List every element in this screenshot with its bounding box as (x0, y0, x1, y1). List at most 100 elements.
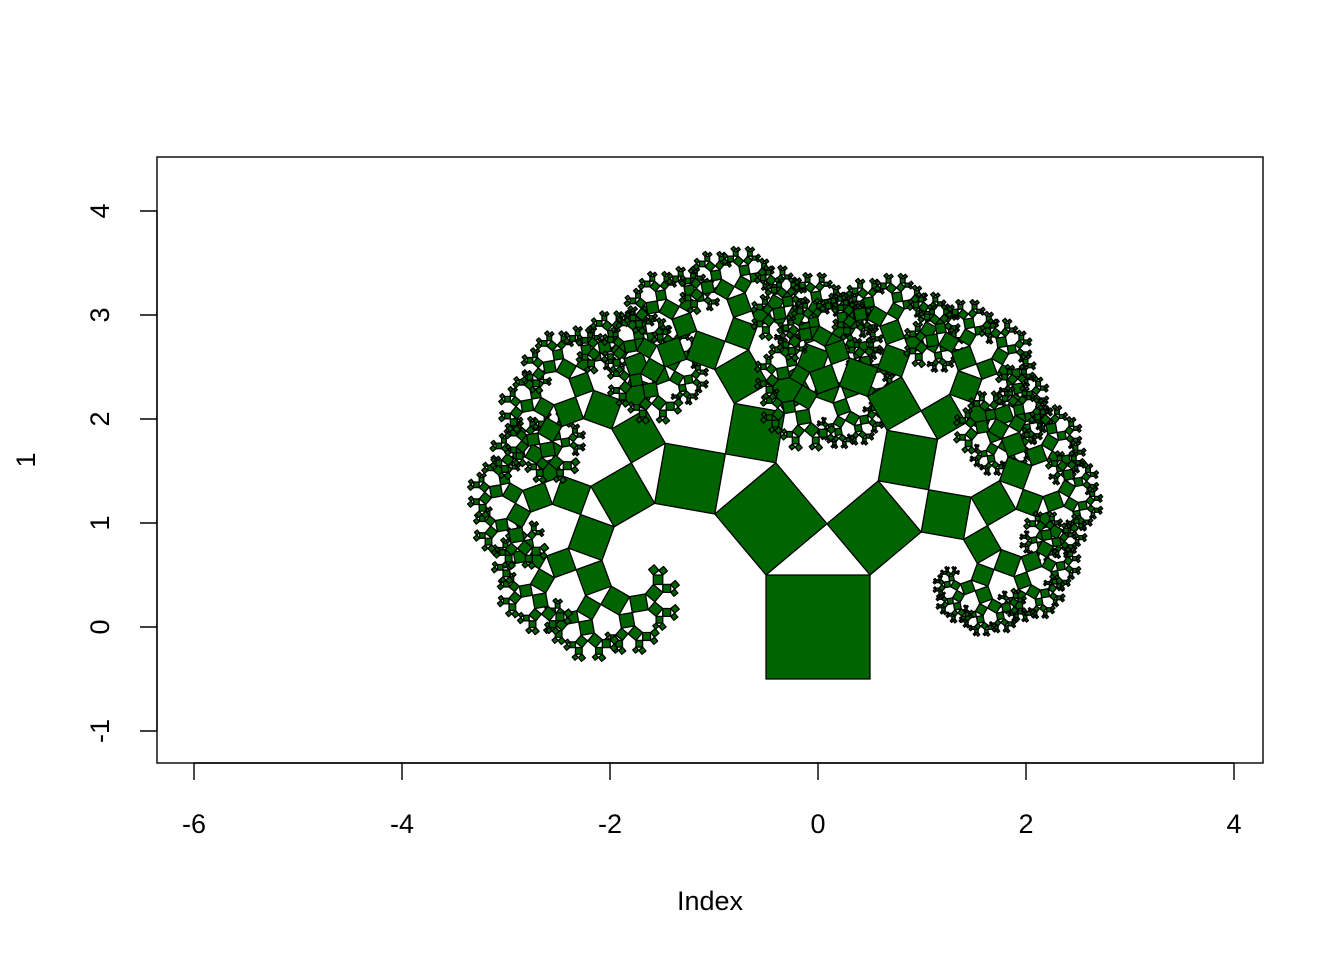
fractal-square (690, 272, 697, 279)
fractal-square (1051, 536, 1062, 548)
fractal-square (760, 411, 768, 418)
fractal-square (1014, 613, 1019, 618)
fractal-square (623, 316, 631, 325)
fractal-square (655, 615, 664, 624)
y-tick-label: 2 (85, 411, 115, 426)
fractal-square (638, 646, 647, 655)
fractal-square (974, 628, 979, 634)
fractal-square (1009, 386, 1016, 392)
fractal-square (698, 260, 706, 268)
fractal-square (708, 306, 714, 312)
fractal-square (590, 317, 598, 324)
fractal-square (807, 316, 821, 329)
fractal-square (665, 324, 671, 331)
fractal-square (978, 329, 986, 338)
fractal-square (876, 344, 883, 351)
fractal-square (903, 332, 911, 341)
fractal-square (1091, 486, 1098, 493)
fractal-square (868, 418, 877, 427)
fractal-square (703, 367, 710, 374)
fractal-square (652, 622, 660, 630)
fractal-square (1043, 395, 1050, 402)
fractal-square (1042, 611, 1048, 616)
fractal-square (774, 388, 780, 394)
fractal-square (534, 386, 544, 395)
fractal-square (1046, 607, 1052, 613)
fractal-square (768, 354, 774, 360)
fractal-square (524, 465, 532, 474)
fractal-square (571, 427, 578, 434)
fractal-square (765, 269, 772, 276)
fractal-square (945, 360, 951, 367)
fractal-square (569, 334, 576, 342)
fractal-square (951, 589, 966, 603)
fractal-square (884, 372, 891, 379)
y-tick-label: 3 (85, 307, 115, 322)
fractal-square (1023, 522, 1031, 530)
fractal-square (987, 624, 993, 631)
fractal-square (1000, 602, 1012, 613)
fractal-square (1082, 521, 1088, 527)
fractal-square (683, 374, 694, 385)
fractal-square (804, 276, 811, 283)
fractal-square (539, 542, 550, 553)
fractal-square (781, 428, 788, 435)
fractal-square (975, 632, 981, 637)
fractal-square (1090, 511, 1096, 517)
fractal-square (975, 357, 998, 380)
fractal-square (569, 641, 577, 649)
fractal-square (1053, 520, 1059, 526)
fractal-square (753, 382, 762, 390)
fractal-square (615, 365, 624, 374)
fractal-square (1032, 438, 1038, 444)
fractal-square (826, 433, 835, 442)
fractal-square (612, 331, 619, 338)
fractal-square (615, 321, 623, 330)
fractal-square (1035, 426, 1040, 431)
fractal-square (601, 638, 611, 649)
fractal-square (1056, 404, 1063, 411)
fractal-square (976, 390, 983, 397)
fractal-square (1025, 354, 1031, 360)
fractal-square (1005, 628, 1011, 634)
fractal-square (529, 568, 556, 594)
fractal-square (478, 532, 486, 539)
fractal-square (1002, 628, 1007, 633)
fractal-square (467, 495, 475, 502)
fractal-square (991, 460, 1000, 470)
fractal-square (1052, 548, 1058, 555)
fractal-square (643, 280, 651, 288)
fractal-square (1038, 426, 1044, 431)
fractal-square (954, 414, 961, 421)
fractal-square (532, 417, 540, 425)
fractal-square (609, 635, 620, 645)
fractal-square (1074, 538, 1080, 544)
fractal-square (845, 289, 853, 298)
fractal-square (511, 571, 517, 578)
fractal-square (912, 301, 920, 309)
fractal-square (1021, 595, 1027, 602)
fractal-square (696, 385, 701, 390)
fractal-square (969, 457, 974, 463)
fractal-square (1024, 386, 1030, 392)
fractal-square (1023, 431, 1030, 438)
fractal-square (682, 390, 691, 399)
fractal-square (502, 569, 511, 578)
fractal-square (569, 441, 578, 450)
fractal-square (504, 448, 512, 457)
fractal-square (577, 326, 583, 332)
fractal-square (1070, 455, 1077, 462)
fractal-square (535, 530, 541, 536)
fractal-square (703, 379, 710, 386)
fractal-square (1019, 544, 1024, 549)
fractal-square (551, 348, 565, 361)
fractal-square (509, 395, 522, 408)
fractal-square (962, 317, 976, 330)
fractal-square (530, 525, 537, 532)
fractal-square (694, 388, 699, 393)
fractal-square (529, 347, 537, 354)
fractal-square (1070, 416, 1077, 423)
fractal-square (824, 302, 832, 310)
fractal-square (472, 498, 480, 506)
